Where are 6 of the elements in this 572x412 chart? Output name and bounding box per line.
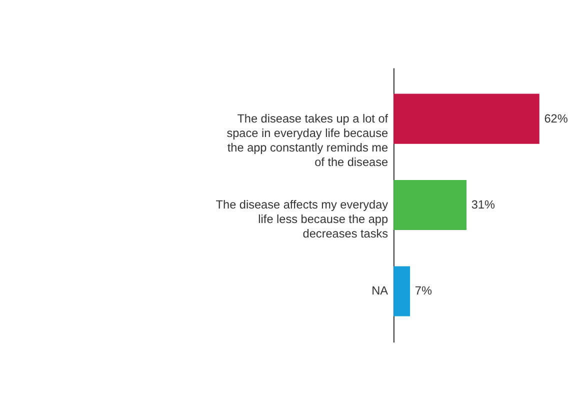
y-tick-label: The disease takes up a lot of space in everyday life because the app constantly reminds me of the disease xyxy=(226,111,389,170)
y-tick-label: The disease affects my everyday life less because the app decreases tasks xyxy=(216,198,388,241)
data-label: 31% xyxy=(471,198,496,212)
data-label: 7% xyxy=(414,284,432,298)
data-label: 62% xyxy=(544,111,568,126)
y-tick-label: NA xyxy=(372,284,388,298)
